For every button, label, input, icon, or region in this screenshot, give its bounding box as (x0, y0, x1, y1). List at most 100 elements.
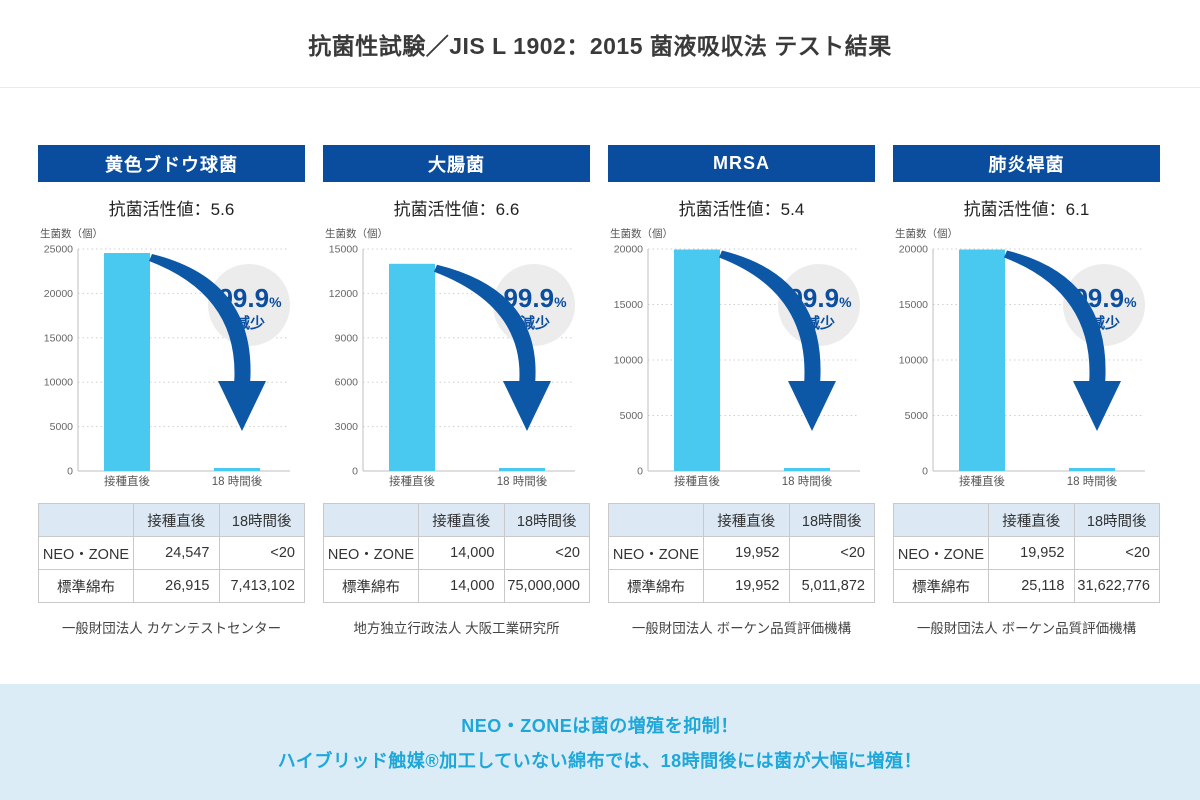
decrease-arrow-head (218, 381, 266, 431)
table-row-neozone: NEO・ZONE 24,547 <20 (38, 536, 305, 570)
y-tick-label: 0 (352, 466, 358, 478)
table-header-row: 接種直後 18時間後 (608, 503, 875, 537)
result-table: 接種直後 18時間後 NEO・ZONE 19,952 <20 標準綿布 25,1… (893, 503, 1160, 603)
bar-after-18h (214, 468, 260, 471)
table-header-row: 接種直後 18時間後 (38, 503, 305, 537)
testing-organization: 一般財団法人 ボーケン品質評価機構 (631, 621, 852, 636)
y-tick-label: 6000 (335, 377, 359, 389)
bar-immediately-after (389, 263, 435, 471)
table-header-blank (38, 503, 134, 537)
table-header-blank (893, 503, 989, 537)
y-axis-title: 生菌数（個） (40, 227, 103, 240)
table-row-neozone: NEO・ZONE 14,000 <20 (323, 536, 590, 570)
y-tick-label: 0 (67, 466, 73, 478)
y-tick-label: 5000 (905, 410, 929, 422)
decrease-arrow-head (503, 381, 551, 431)
table-row-standard-cotton: 標準綿布 25,118 31,622,776 (893, 569, 1160, 603)
table-row-neozone: NEO・ZONE 19,952 <20 (608, 536, 875, 570)
y-tick-label: 15000 (44, 332, 73, 344)
table-row-standard-cotton: 標準綿布 19,952 5,011,872 (608, 569, 875, 603)
bacteria-panel: 黄色ブドウ球菌 抗菌活性値：5.6 生菌数（個） 0 5000 10000 15000 2… (38, 145, 305, 637)
x-axis-label: 18 時間後 (1067, 474, 1118, 488)
result-table: 接種直後 18時間後 NEO・ZONE 19,952 <20 標準綿布 19,9… (608, 503, 875, 603)
y-tick-label: 20000 (614, 244, 643, 256)
row-label-standard-cotton: 標準綿布 (893, 569, 989, 603)
y-axis-title: 生菌数（個） (325, 227, 388, 240)
page-header: 抗菌性試験／JIS L 1902：2015 菌液吸収法 テスト結果 (0, 0, 1200, 88)
standard-immediate-value: 26,915 (133, 569, 220, 603)
bacteria-name-banner: MRSA (608, 145, 875, 182)
bar-after-18h (784, 468, 830, 471)
neozone-18h-value: <20 (218, 536, 305, 570)
bar-after-18h (499, 468, 545, 471)
decrease-arrow-body (149, 254, 251, 385)
bar-immediately-after (674, 249, 720, 471)
decrease-arrow-body (434, 264, 536, 385)
antibacterial-activity-value: 抗菌活性値：6.6 (393, 200, 520, 219)
test-result-panels: 黄色ブドウ球菌 抗菌活性値：5.6 生菌数（個） 0 5000 10000 15000 2… (0, 88, 1200, 637)
table-header-blank (323, 503, 419, 537)
table-header-row: 接種直後 18時間後 (893, 503, 1160, 537)
row-label-standard-cotton: 標準綿布 (38, 569, 134, 603)
row-label-standard-cotton: 標準綿布 (608, 569, 704, 603)
y-tick-label: 5000 (620, 410, 644, 422)
neozone-18h-value: <20 (503, 536, 590, 570)
bar-after-18h (1069, 468, 1115, 471)
standard-18h-value: 5,011,872 (788, 569, 875, 603)
neozone-immediate-value: 24,547 (133, 536, 220, 570)
y-tick-label: 0 (637, 466, 643, 478)
bacteria-name-banner: 黄色ブドウ球菌 (38, 145, 305, 182)
bacteria-panel: MRSA 抗菌活性値：5.4 生菌数（個） 0 5000 10000 15000 2000… (608, 145, 875, 637)
neozone-18h-value: <20 (1073, 536, 1160, 570)
table-header-row: 接種直後 18時間後 (323, 503, 590, 537)
y-tick-label: 10000 (44, 377, 73, 389)
decrease-arrow-body (1004, 250, 1106, 385)
table-header-immediately-after: 接種直後 (133, 503, 220, 537)
table-header-after-18h: 18時間後 (503, 503, 590, 537)
y-tick-label: 12000 (329, 288, 358, 300)
table-header-immediately-after: 接種直後 (988, 503, 1075, 537)
y-tick-label: 3000 (335, 421, 359, 433)
x-axis-label: 接種直後 (674, 474, 720, 488)
table-row-standard-cotton: 標準綿布 26,915 7,413,102 (38, 569, 305, 603)
summary-banner: NEO・ZONEは菌の増殖を抑制！ ハイブリッド触媒®加工していない綿布では、1… (0, 684, 1200, 800)
testing-organization: 地方独立行政法人 大阪工業研究所 (353, 621, 560, 636)
y-tick-label: 0 (922, 466, 928, 478)
decrease-arrow-head (1073, 381, 1121, 431)
neozone-immediate-value: 19,952 (988, 536, 1075, 570)
standard-18h-value: 75,000,000 (503, 569, 590, 603)
row-label-neozone: NEO・ZONE (38, 536, 134, 570)
standard-immediate-value: 25,118 (988, 569, 1075, 603)
y-tick-label: 20000 (899, 244, 928, 256)
table-row-neozone: NEO・ZONE 19,952 <20 (893, 536, 1160, 570)
x-axis-label: 接種直後 (959, 474, 1005, 488)
x-axis-label: 接種直後 (389, 474, 435, 488)
decrease-arrow-head (788, 381, 836, 431)
antibacterial-activity-value: 抗菌活性値：5.6 (108, 200, 235, 219)
row-label-neozone: NEO・ZONE (608, 536, 704, 570)
testing-organization: 一般財団法人 カケンテストセンター (61, 621, 282, 636)
x-axis-label: 18 時間後 (497, 474, 548, 488)
summary-line-1: NEO・ZONEは菌の増殖を抑制！ (461, 715, 739, 736)
y-tick-label: 15000 (329, 244, 358, 256)
result-table: 接種直後 18時間後 NEO・ZONE 24,547 <20 標準綿布 26,9… (38, 503, 305, 603)
badge-label: 減少 (520, 314, 550, 332)
result-table: 接種直後 18時間後 NEO・ZONE 14,000 <20 標準綿布 14,0… (323, 503, 590, 603)
table-header-immediately-after: 接種直後 (418, 503, 505, 537)
standard-immediate-value: 14,000 (418, 569, 505, 603)
table-header-blank (608, 503, 704, 537)
decrease-arrow-body (719, 250, 821, 385)
bacteria-panel: 大腸菌 抗菌活性値：6.6 生菌数（個） 0 3000 6000 9000 12000 15… (323, 145, 590, 637)
y-axis-title: 生菌数（個） (610, 227, 673, 240)
bar-immediately-after (959, 249, 1005, 471)
bar-immediately-after (104, 253, 150, 471)
antibacterial-activity-value: 抗菌活性値：5.4 (678, 200, 805, 219)
neozone-immediate-value: 14,000 (418, 536, 505, 570)
table-header-after-18h: 18時間後 (788, 503, 875, 537)
row-label-neozone: NEO・ZONE (323, 536, 419, 570)
standard-18h-value: 31,622,776 (1073, 569, 1160, 603)
bar-chart: 生菌数（個）050001000015000200002500099.9%減少接種… (40, 227, 290, 488)
neozone-immediate-value: 19,952 (703, 536, 790, 570)
